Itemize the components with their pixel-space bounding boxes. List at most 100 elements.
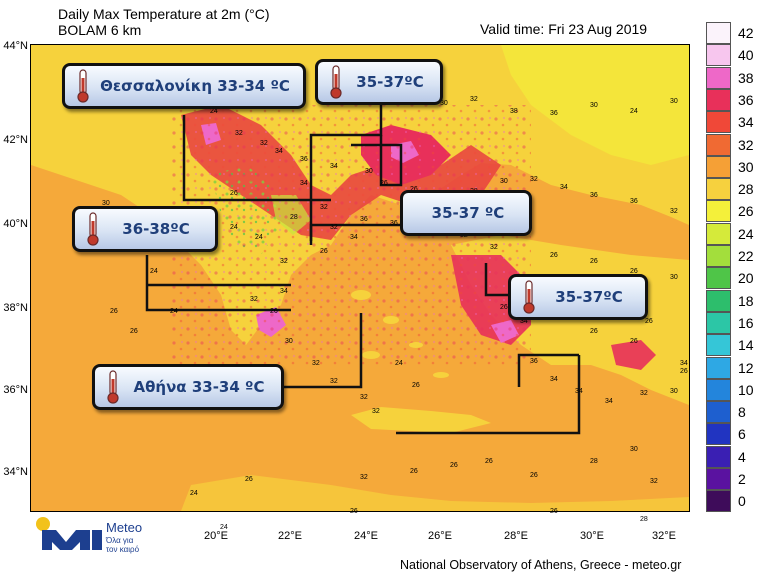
map-temperature-value: 30 [670,98,678,105]
logo-tagline-2: τον καιρό [106,545,140,554]
legend-label: 24 [738,225,754,242]
legend-label: 4 [738,448,746,465]
callout-aegean: 35-37 ºC [400,190,532,236]
legend-swatch [706,289,731,312]
legend-swatch [706,133,731,156]
map-temperature-value: 34 [280,288,288,295]
legend-label: 0 [738,493,746,510]
map-temperature-value: 32 [330,378,338,385]
map-temperature-value: 36 [530,358,538,365]
map-temperature-value: 32 [235,130,243,137]
thermometer-icon [523,280,535,314]
callout-text: 35-37ºC [356,73,424,91]
map-temperature-value: 32 [470,96,478,103]
map-temperature-value: 38 [510,108,518,115]
map-temperature-value: 36 [360,216,368,223]
map-temperature-value: 26 [630,338,638,345]
map-temperature-value: 36 [300,156,308,163]
callout-text: 35-37ºC [555,288,623,306]
map-temperature-value: 26 [530,472,538,479]
map-temperature-value: 24 [220,524,228,531]
meteo-logo [36,517,102,550]
map-temperature-value: 32 [260,140,268,147]
map-temperature-value: 32 [250,296,258,303]
map-temperature-value: 26 [680,368,688,375]
map-temperature-value: 36 [390,220,398,227]
callout-thrace: 35-37ºC [315,59,443,105]
map-temperature-value: 26 [270,308,278,315]
map-temperature-value: 26 [380,180,388,187]
legend-swatch [706,66,731,89]
map-temperature-value: 26 [410,468,418,475]
map-temperature-value: 30 [102,200,110,207]
map-temperature-value: 26 [320,248,328,255]
legend-label: 2 [738,471,746,487]
lon-tick: 22°E [278,530,302,542]
legend-swatch [706,178,731,201]
callout-text: Αθήνα 33-34 ºC [133,378,265,396]
callout-text: 35-37 ºC [431,204,505,222]
legend-label: 16 [738,314,754,331]
lat-tick: 42°N [3,134,28,146]
map-temperature-value: 34 [275,148,283,155]
map-temperature-value: 26 [550,252,558,259]
map-temperature-value: 24 [630,108,638,115]
map-temperature-value: 26 [410,186,418,193]
lat-tick: 44°N [3,40,28,52]
map-temperature-value: 28 [590,458,598,465]
legend-label: 40 [738,47,754,64]
legend-swatch [706,445,731,468]
callout-west: 36-38ºC [72,206,218,252]
map-temperature-value: 30 [440,100,448,107]
lon-tick: 30°E [580,530,604,542]
lon-tick: 32°E [652,530,676,542]
legend-label: 10 [738,381,754,398]
lat-tick: 36°N [3,384,28,396]
legend-label: 22 [738,248,754,264]
model-name: BOLAM 6 km [58,22,142,38]
map-temperature-value: 32 [530,176,538,183]
legend-swatch [706,222,731,245]
map-temperature-value: 26 [550,508,558,515]
map-temperature-value: 26 [412,382,420,389]
map-temperature-value: 34 [575,388,583,395]
map-temperature-value: 26 [450,462,458,469]
map-temperature-value: 32 [360,474,368,481]
map-temperature-value: 36 [590,192,598,199]
map-temperature-value: 28 [290,214,298,221]
legend-label: 12 [738,359,754,376]
map-temperature-value: 30 [500,178,508,185]
map-temperature-value: 32 [280,258,288,265]
map-temperature-value: 30 [630,446,638,453]
footer-credit: National Observatory of Athens, Greece -… [400,558,682,572]
map-temperature-value: 32 [360,394,368,401]
map-temperature-value: 34 [560,184,568,191]
legend-label: 8 [738,404,746,421]
legend-swatch [706,311,731,334]
thermometer-icon [107,370,119,404]
legend-label: 30 [738,158,754,175]
map-temperature-value: 26 [630,268,638,275]
map-temperature-value: 28 [640,516,648,523]
map-temperature-value: 26 [130,328,138,335]
legend-label: 6 [738,426,746,443]
map-temperature-value: 34 [520,318,528,325]
map-temperature-value: 24 [170,308,178,315]
callout-text: Θεσσαλονίκη 33-34 ºC [100,77,290,95]
logo-tagline-1: Όλα για [106,536,134,545]
legend-label: 42 [738,25,754,41]
map-temperature-value: 32 [490,244,498,251]
legend-swatch [706,468,731,490]
map-temperature-value: 34 [550,376,558,383]
map-temperature-value: 26 [590,328,598,335]
legend-label: 38 [738,69,754,86]
map-temperature-value: 30 [670,388,678,395]
map-temperature-value: 24 [395,360,403,367]
legend-swatch [706,267,731,290]
legend-swatch [706,22,731,44]
map-temperature-value: 24 [255,234,263,241]
map-temperature-value: 32 [640,390,648,397]
map-temperature-value: 26 [645,318,653,325]
logo-name: Meteo [106,520,143,535]
map-temperature-value: 32 [670,208,678,215]
